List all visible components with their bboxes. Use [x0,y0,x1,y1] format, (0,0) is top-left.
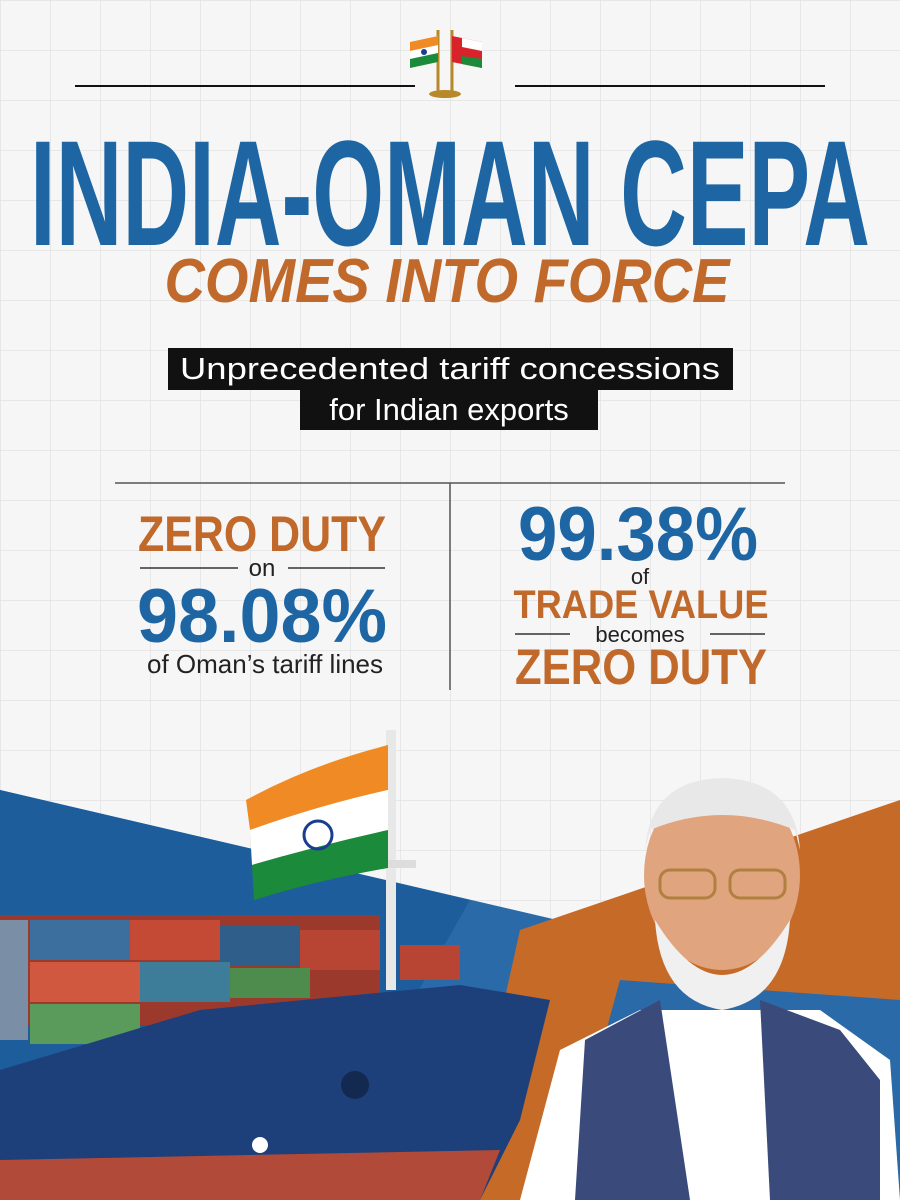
stat-connector: becomes [595,622,684,647]
stat-detail: of Oman’s tariff lines [147,649,383,679]
stat-figure: 99.38% [518,492,758,577]
tagline-line: for Indian exports [329,392,569,427]
stat-connector: of [631,564,650,589]
stat-connector: on [249,555,276,582]
stat-figure: 98.08% [137,574,387,659]
subtitle: COMES INTO FORCE [165,247,731,316]
tagline-box [168,348,733,390]
stat-headline: TRADE VALUE [514,583,769,627]
stat-headline: ZERO DUTY [138,506,386,562]
title: INDIA-OMAN CEPA [30,109,870,277]
stat-footer: ZERO DUTY [515,639,767,695]
tagline-box [300,390,598,430]
tagline-line: Unprecedented tariff concessions [180,351,720,386]
illustration [0,730,900,1200]
flags-emblem [410,30,482,98]
